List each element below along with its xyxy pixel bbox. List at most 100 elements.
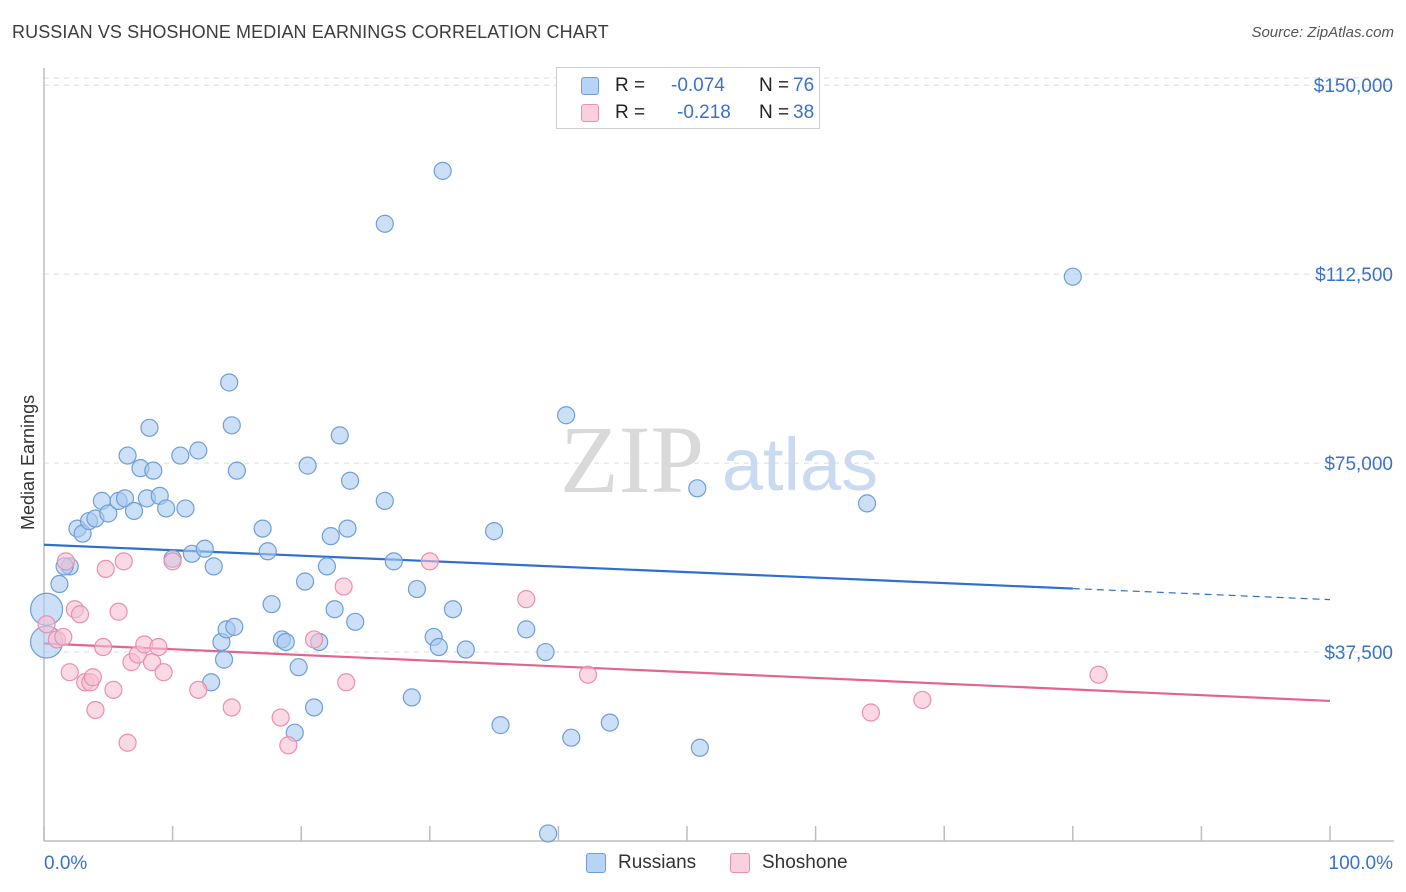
russians-point [220,373,239,392]
russians-trend-line [43,543,1073,590]
russians-point [176,499,195,518]
russians-point [225,617,244,636]
russians-point [433,161,452,180]
x-tick-label: 100.0% [1329,853,1394,874]
shoshone-point [163,552,182,571]
y-tick-label: $112,500 [1315,265,1393,286]
russians-point [688,479,707,498]
shoshone-point [56,552,75,571]
russians-point [118,446,137,465]
russians-point [375,214,394,233]
russians-swatch [581,77,599,95]
russians-point [600,713,619,732]
watermark-atlas: atlas [722,423,878,506]
shoshone-point [86,700,105,720]
r-label: R = [615,102,646,123]
russians-point [1063,267,1082,286]
shoshone-swatch [730,853,750,873]
russians-point [338,519,357,538]
russians-point [222,416,241,435]
russians-point [204,557,223,576]
shoshone-point [861,703,880,722]
shoshone-point [578,665,598,684]
shoshone-point [420,552,439,571]
data-points [29,161,1108,843]
russians-point [539,824,558,843]
russians-point [321,527,340,546]
russians-point [384,552,403,571]
russians-trend-extension [1072,587,1331,601]
shoshone-point [271,708,290,727]
russians-point [491,716,510,735]
r-value: -0.074 [671,75,725,96]
russians-point [317,557,337,576]
n-value: 38 [793,102,815,123]
shoshone-point [114,552,133,571]
x-tick-label: 0.0% [44,853,87,874]
grid-lines [44,77,1394,653]
watermark: ZIP atlas [560,406,878,513]
y-tick-label: $37,500 [1324,643,1393,664]
shoshone-point [1089,665,1108,684]
russians-point [157,499,176,518]
russians-point [276,632,295,652]
russians-point [195,539,214,558]
legend-label: Russians [618,852,697,873]
r-value: -0.218 [677,102,731,123]
legend-label: Shoshone [762,852,848,873]
y-tick-label: $75,000 [1324,454,1393,475]
russians-point [124,501,144,521]
russians-point [407,579,427,599]
shoshone-point [279,736,298,755]
russians-swatch [586,853,606,873]
shoshone-point [60,663,79,682]
russians-point [340,471,360,490]
russians-point [144,461,163,480]
shoshone-point [118,733,137,752]
russians-point [115,489,135,508]
watermark-zip: ZIP [560,406,704,513]
shoshone-point [70,605,90,624]
russians-point [295,572,315,591]
russians-point [536,642,555,662]
russians-point [557,406,576,425]
russians-point [227,461,246,480]
shoshone-point [104,680,123,699]
shoshone-point [517,590,536,609]
correlation-legend: R = -0.074 N = 76 R = -0.218 N = 38 [556,67,820,129]
russians-point [485,522,504,541]
russians-point [289,658,308,677]
russians-point [214,650,234,669]
russians-point [258,542,277,561]
y-tick-label: $150,000 [1314,76,1393,97]
n-value: 76 [793,75,815,96]
russians-point [857,494,877,513]
chart-title: RUSSIAN VS SHOSHONE MEDIAN EARNINGS CORR… [12,22,609,42]
russians-point [325,600,344,619]
shoshone-point [54,627,73,647]
r-label: R = [615,75,646,96]
russians-point [304,698,324,717]
russians-point [429,637,448,657]
shoshone-point [96,559,115,579]
shoshone-swatch [581,104,599,122]
shoshone-trend-line [43,642,1331,703]
russians-point [375,491,394,510]
russians-point [690,738,709,757]
n-label: N = [759,75,790,96]
russians-point [262,595,281,614]
shoshone-point [149,637,168,657]
russians-point [298,456,317,475]
russians-point [402,688,421,707]
russians-point [517,620,536,639]
russians-point [253,519,272,538]
source-credit: Source: ZipAtlas.com [1251,24,1394,41]
russians-point [140,418,159,437]
shoshone-point [109,602,128,621]
shoshone-point [83,668,102,687]
shoshone-point [334,577,353,596]
shoshone-point [154,663,173,682]
russians-point [443,600,463,619]
shoshone-point [37,615,56,634]
